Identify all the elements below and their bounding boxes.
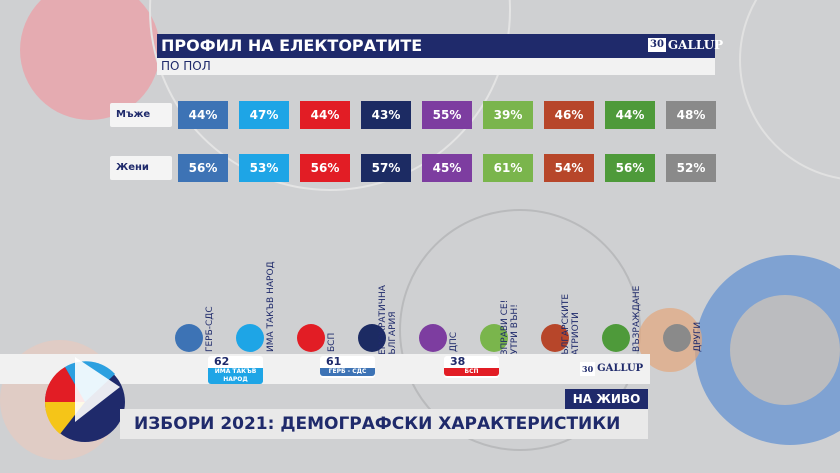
legend-label-4: ДПС — [449, 331, 459, 352]
seat-party-name: ИМА ТАКЪВ НАРОД — [208, 368, 263, 384]
cell-women-2: 56% — [300, 154, 350, 182]
legend-label-3: ДЕМОКРАТИЧНА БЪЛГАРИЯ — [378, 285, 398, 362]
seat-box-1: 61 ГЕРБ - СДС — [320, 356, 375, 378]
chart-subtitle: ПО ПОЛ — [157, 58, 715, 75]
cell-women-4: 45% — [422, 154, 472, 182]
cell-women-0: 56% — [178, 154, 228, 182]
cell-men-3: 43% — [361, 101, 411, 129]
cell-men-6: 46% — [544, 101, 594, 129]
cell-men-7: 44% — [605, 101, 655, 129]
cell-men-2: 44% — [300, 101, 350, 129]
cell-women-3: 57% — [361, 154, 411, 182]
cell-men-0: 44% — [178, 101, 228, 129]
legend-dot-0 — [175, 324, 203, 352]
logo-brand-small: GALLUP — [597, 363, 644, 374]
cell-women-8: 52% — [666, 154, 716, 182]
cell-women-5: 61% — [483, 154, 533, 182]
row-label-women: Жени — [110, 156, 172, 180]
legend-label-1: ИМА ТАКЪВ НАРОД — [266, 261, 276, 352]
seat-party-name: БСП — [444, 368, 499, 376]
broadcast-logo — [44, 357, 125, 442]
cell-women-7: 56% — [605, 154, 655, 182]
legend-dot-4 — [419, 324, 447, 352]
legend-label-8: ДРУГИ — [693, 321, 703, 352]
legend-dot-6 — [541, 324, 569, 352]
seat-count: 62 — [214, 355, 230, 368]
cell-women-6: 54% — [544, 154, 594, 182]
chart-title: ПРОФИЛ НА ЕЛЕКТОРАТИТЕ — [157, 34, 715, 58]
legend-label-6: БЪЛГАРСКИТЕ ПАТРИОТИ — [561, 293, 581, 362]
cell-men-1: 47% — [239, 101, 289, 129]
legend-dot-7 — [602, 324, 630, 352]
legend-label-7: ВЪЗРАЖДАНЕ — [632, 285, 642, 352]
row-label-men: Мъже — [110, 103, 172, 127]
cell-men-8: 48% — [666, 101, 716, 129]
legend-dot-3 — [358, 324, 386, 352]
legend-dot-1 — [236, 324, 264, 352]
seat-box-0: 62 ИМА ТАКЪВ НАРОД — [208, 355, 263, 384]
cell-women-1: 53% — [239, 154, 289, 182]
legend-label-2: БСП — [327, 332, 337, 352]
legend-dot-5 — [480, 324, 508, 352]
live-badge: НА ЖИВО — [565, 389, 648, 409]
seat-count: 38 — [450, 355, 466, 368]
seat-party-name: ГЕРБ - СДС — [320, 368, 375, 376]
legend-label-5: ИЗПРАВИ СЕ! МУТРИ ВЪН! — [500, 299, 520, 362]
program-title: ИЗБОРИ 2021: ДЕМОГРАФСКИ ХАРАКТЕРИСТИКИ — [120, 409, 648, 439]
logo-number-small: 30 — [580, 362, 596, 376]
seat-box-2: 38 БСП — [444, 356, 499, 378]
seat-count: 61 — [326, 355, 342, 368]
legend-dot-2 — [297, 324, 325, 352]
legend-dot-8 — [663, 324, 691, 352]
cell-men-4: 55% — [422, 101, 472, 129]
logo-brand: GALLUP — [667, 38, 724, 52]
logo-number: 30 — [648, 38, 666, 52]
cell-men-5: 39% — [483, 101, 533, 129]
gallup-logo-small: 30 GALLUP — [580, 362, 643, 376]
gallup-logo: 30 GALLUP — [648, 38, 723, 52]
legend-label-0: ГЕРБ-СДС — [205, 306, 215, 352]
